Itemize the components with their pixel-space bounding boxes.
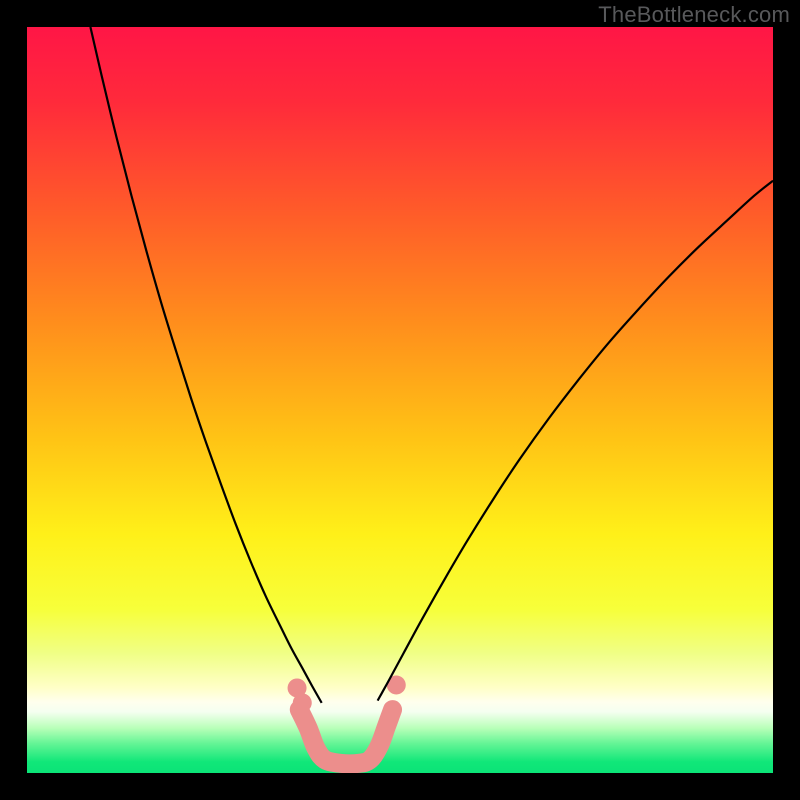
- worm-dot: [293, 693, 312, 712]
- watermark-text: TheBottleneck.com: [598, 2, 790, 28]
- chart-frame: TheBottleneck.com: [0, 0, 800, 800]
- bottleneck-chart: [27, 27, 773, 773]
